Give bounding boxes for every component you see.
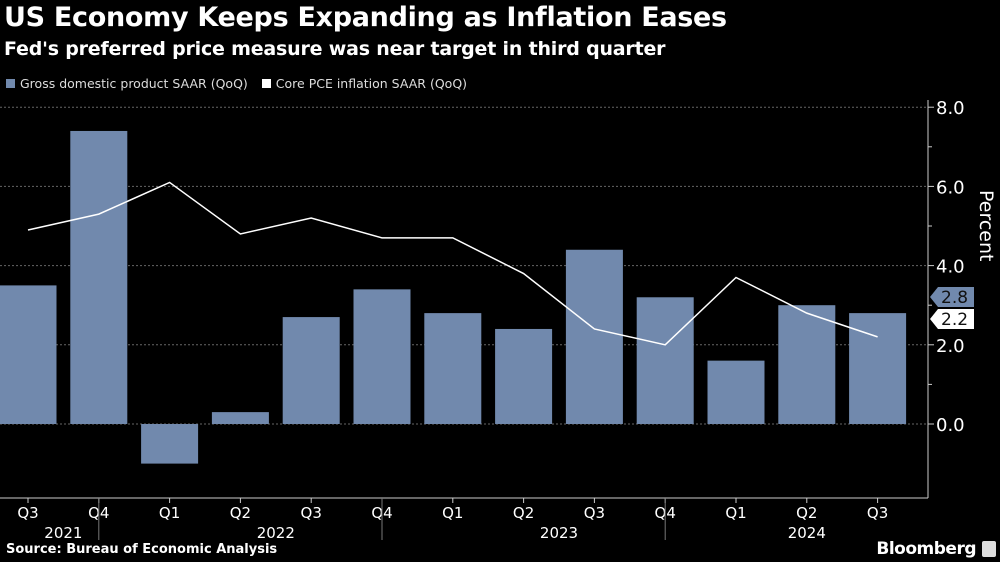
bar-gdp-10 bbox=[707, 360, 765, 424]
bar-gdp-2 bbox=[141, 424, 199, 464]
y-tick-label: 6.0 bbox=[936, 177, 965, 198]
bar-gdp-5 bbox=[353, 289, 411, 424]
legend: Gross domestic product SAAR (QoQ) Core P… bbox=[6, 76, 467, 91]
bar-gdp-1 bbox=[70, 130, 128, 424]
y-tick-label: 8.0 bbox=[936, 98, 965, 119]
year-label: 2023 bbox=[540, 524, 578, 542]
x-tick-label: Q1 bbox=[159, 504, 180, 522]
bar-gdp-8 bbox=[565, 249, 623, 424]
x-tick-label: Q3 bbox=[867, 504, 888, 522]
x-tick-label: Q3 bbox=[301, 504, 322, 522]
bar-gdp-4 bbox=[282, 317, 340, 424]
year-label: 2021 bbox=[44, 524, 82, 542]
year-label: 2024 bbox=[788, 524, 826, 542]
last-value-gdp-bg bbox=[930, 287, 974, 307]
source-note: Source: Bureau of Economic Analysis bbox=[6, 542, 278, 557]
x-tick-label: Q2 bbox=[796, 504, 817, 522]
x-tick-label: Q2 bbox=[230, 504, 251, 522]
bar-gdp-12 bbox=[849, 313, 907, 424]
bar-gdp-6 bbox=[424, 313, 482, 424]
bar-gdp-9 bbox=[636, 297, 694, 424]
chart-subtitle: Fed's preferred price measure was near t… bbox=[4, 38, 666, 60]
y-axis-label: Percent bbox=[975, 190, 997, 262]
last-value-pce: 2.2 bbox=[941, 310, 968, 330]
bar-gdp-7 bbox=[495, 328, 553, 424]
legend-label-pce: Core PCE inflation SAAR (QoQ) bbox=[275, 76, 468, 91]
legend-swatch-pce bbox=[261, 79, 271, 88]
x-tick-label: Q1 bbox=[442, 504, 463, 522]
bar-gdp-0 bbox=[0, 285, 57, 424]
brand-logo: Bloomberg bbox=[876, 539, 976, 559]
bar-gdp-3 bbox=[211, 412, 269, 424]
x-tick-label: Q2 bbox=[513, 504, 534, 522]
y-tick-label: 4.0 bbox=[936, 257, 965, 278]
x-tick-label: Q3 bbox=[584, 504, 605, 522]
bloomberg-icon bbox=[982, 541, 996, 557]
last-value-gdp: 2.8 bbox=[941, 288, 968, 308]
legend-item-gdp: Gross domestic product SAAR (QoQ) bbox=[6, 76, 248, 91]
chart-title: US Economy Keeps Expanding as Inflation … bbox=[4, 2, 727, 33]
last-value-pce-bg bbox=[930, 309, 974, 329]
year-label: 2022 bbox=[257, 524, 295, 542]
line-core-pce bbox=[27, 181, 878, 346]
legend-item-pce: Core PCE inflation SAAR (QoQ) bbox=[261, 76, 468, 91]
legend-swatch-gdp bbox=[6, 79, 15, 88]
bar-gdp-11 bbox=[778, 305, 836, 424]
y-tick-label: 0.0 bbox=[936, 415, 965, 436]
x-tick-label: Q3 bbox=[17, 504, 38, 522]
y-tick-label: 2.0 bbox=[936, 336, 965, 357]
x-tick-label: Q1 bbox=[725, 504, 746, 522]
legend-label-gdp: Gross domestic product SAAR (QoQ) bbox=[20, 76, 248, 91]
